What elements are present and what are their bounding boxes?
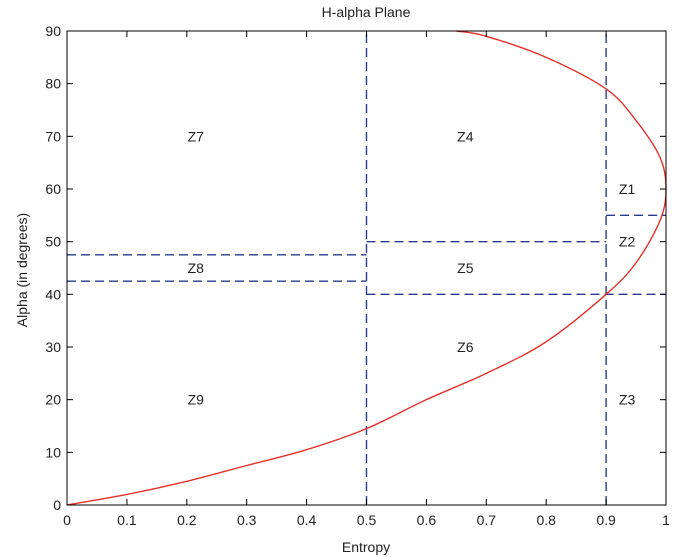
y-axis-ticks: 0 10 20 30 40 50 60 70 80 90 — [45, 23, 666, 513]
x-axis-ticks: 0 0.1 0.2 0.3 0.4 0.5 0.6 0.7 0.8 0.9 1 — [63, 31, 670, 528]
y-tick-label: 70 — [45, 128, 61, 144]
zone-label-z3: Z3 — [619, 392, 636, 408]
zone-boundaries — [67, 31, 666, 505]
x-tick-label: 0.3 — [237, 512, 257, 528]
y-tick-label: 40 — [45, 286, 61, 302]
zone-labels: Z1 Z2 Z3 Z4 Z5 Z6 Z7 Z8 Z9 — [188, 128, 636, 407]
zone-label-z5: Z5 — [457, 260, 474, 276]
y-axis-title: Alpha (in degrees) — [14, 213, 30, 327]
zone-label-z1: Z1 — [619, 181, 636, 197]
feasibility-curve — [66, 30, 667, 506]
y-tick-label: 20 — [45, 392, 61, 408]
x-tick-label: 0 — [63, 512, 71, 528]
zone-label-z6: Z6 — [457, 339, 474, 355]
y-tick-label: 80 — [45, 76, 61, 92]
x-tick-label: 0.6 — [417, 512, 437, 528]
zone-label-z4: Z4 — [457, 128, 474, 144]
chart-title: H-alpha Plane — [322, 4, 411, 20]
x-axis-title: Entropy — [342, 539, 390, 555]
x-tick-label: 1 — [662, 512, 670, 528]
x-tick-label: 0.5 — [357, 512, 377, 528]
y-tick-label: 0 — [53, 497, 61, 513]
y-tick-label: 30 — [45, 339, 61, 355]
x-tick-label: 0.1 — [117, 512, 137, 528]
y-tick-label: 50 — [45, 234, 61, 250]
x-tick-label: 0.2 — [177, 512, 197, 528]
zone-label-z8: Z8 — [188, 260, 205, 276]
x-tick-label: 0.8 — [536, 512, 556, 528]
zone-label-z2: Z2 — [619, 234, 636, 250]
x-tick-label: 0.7 — [477, 512, 497, 528]
y-tick-label: 60 — [45, 181, 61, 197]
zone-label-z7: Z7 — [188, 128, 205, 144]
x-tick-label: 0.9 — [596, 512, 616, 528]
y-tick-label: 10 — [45, 444, 61, 460]
zone-label-z9: Z9 — [188, 392, 205, 408]
y-tick-label: 90 — [45, 23, 61, 39]
x-tick-label: 0.4 — [297, 512, 317, 528]
